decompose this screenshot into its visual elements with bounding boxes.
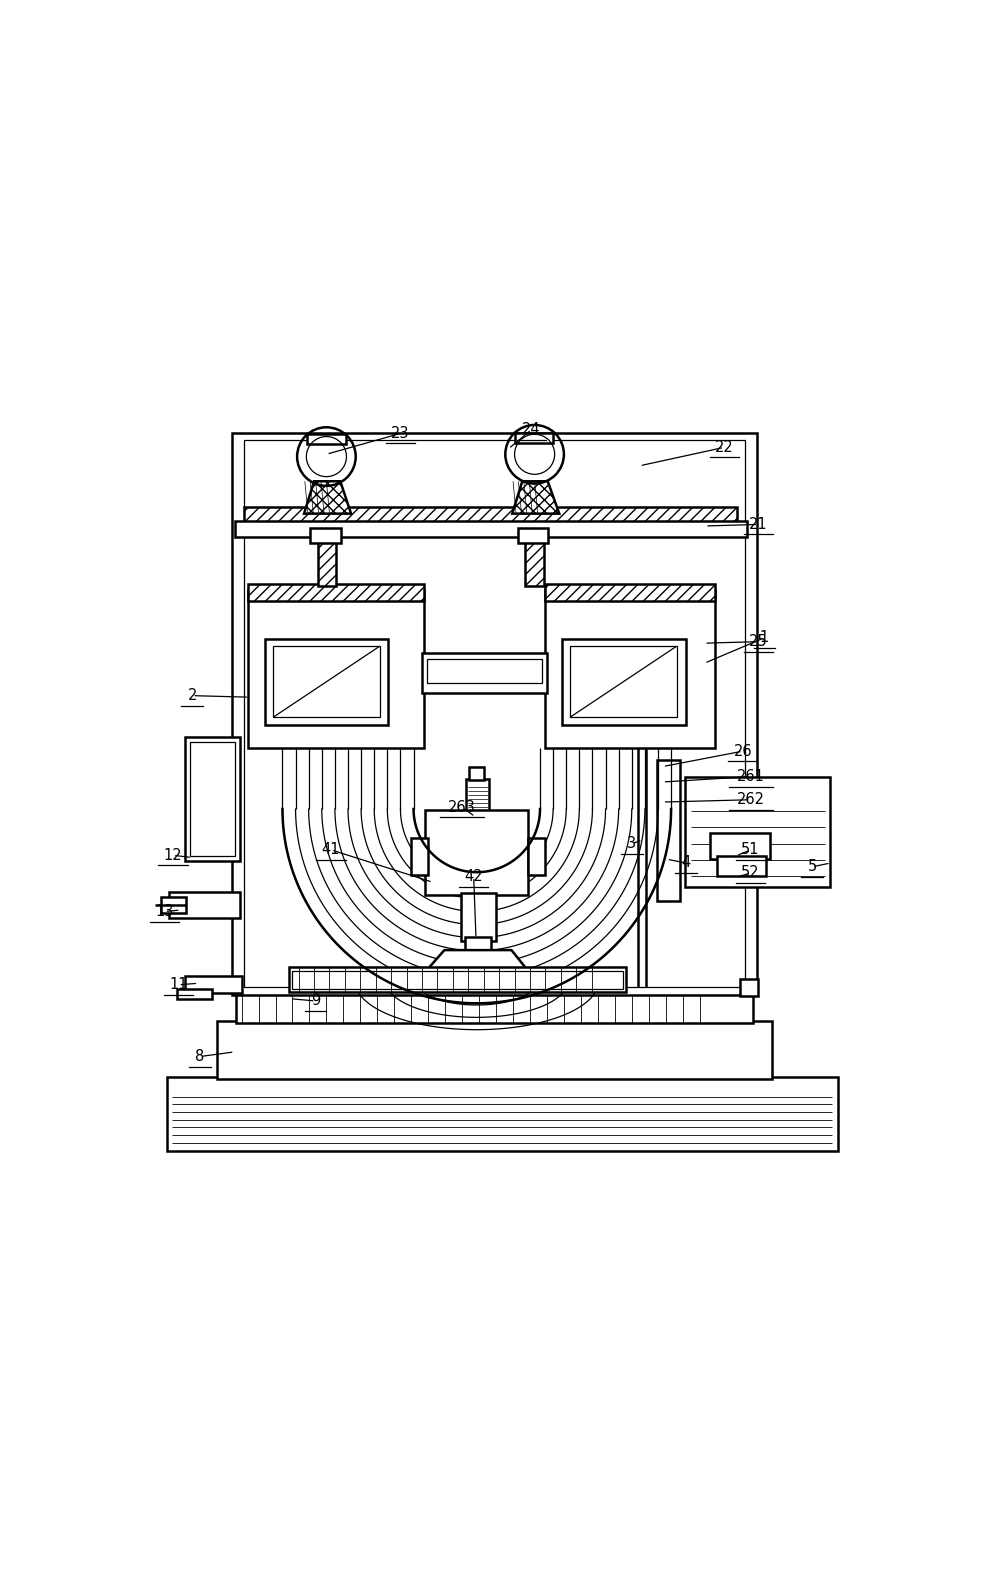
Bar xyxy=(468,766,484,780)
Bar xyxy=(248,589,423,749)
Polygon shape xyxy=(427,950,527,969)
Bar xyxy=(244,440,745,987)
Text: 5: 5 xyxy=(807,859,816,875)
Text: 13: 13 xyxy=(155,905,174,919)
Text: 8: 8 xyxy=(195,1050,205,1064)
Bar xyxy=(288,968,626,991)
Text: 1: 1 xyxy=(759,630,768,645)
Polygon shape xyxy=(512,481,559,514)
Text: 9: 9 xyxy=(311,993,320,1009)
Bar xyxy=(657,760,680,901)
Bar xyxy=(460,894,496,941)
Text: 26: 26 xyxy=(733,744,751,758)
Bar xyxy=(465,938,490,952)
Bar xyxy=(514,433,553,443)
Bar xyxy=(248,583,423,600)
Text: 3: 3 xyxy=(626,837,636,851)
Bar xyxy=(545,589,715,749)
Text: 23: 23 xyxy=(391,426,410,441)
Bar xyxy=(184,736,240,862)
Bar xyxy=(233,433,756,994)
Bar xyxy=(235,522,746,537)
Bar xyxy=(190,742,235,856)
Bar xyxy=(264,638,388,725)
Bar xyxy=(710,832,769,859)
Text: 12: 12 xyxy=(163,848,182,862)
Bar xyxy=(177,988,212,999)
Text: 25: 25 xyxy=(748,634,766,649)
Bar xyxy=(739,979,757,996)
Bar xyxy=(411,837,427,875)
Bar xyxy=(562,638,685,725)
Bar xyxy=(517,528,548,544)
Text: 24: 24 xyxy=(522,422,541,437)
Text: 22: 22 xyxy=(715,440,733,455)
Text: 261: 261 xyxy=(736,769,763,785)
Bar xyxy=(570,646,676,717)
Bar xyxy=(545,583,715,600)
Bar xyxy=(318,539,336,586)
Text: 51: 51 xyxy=(741,842,759,857)
Bar xyxy=(273,646,380,717)
Bar xyxy=(465,779,489,813)
Text: 42: 42 xyxy=(464,870,482,884)
Bar xyxy=(236,991,752,1023)
Text: 2: 2 xyxy=(187,689,197,703)
Bar xyxy=(184,976,242,993)
Bar xyxy=(310,528,341,544)
Bar xyxy=(527,837,544,875)
Bar xyxy=(307,435,345,444)
Text: 41: 41 xyxy=(321,842,340,857)
Text: 11: 11 xyxy=(169,977,188,993)
Bar xyxy=(161,897,186,913)
Text: 4: 4 xyxy=(681,856,690,870)
Bar xyxy=(169,892,240,917)
Bar xyxy=(421,652,547,693)
Bar xyxy=(244,507,737,530)
Bar xyxy=(217,1021,771,1080)
Text: 262: 262 xyxy=(736,793,763,807)
Text: 263: 263 xyxy=(448,801,475,815)
Text: 52: 52 xyxy=(741,865,759,881)
Bar xyxy=(292,971,622,990)
Bar xyxy=(426,659,542,684)
Bar xyxy=(167,1078,837,1150)
Bar xyxy=(716,856,765,876)
Text: 21: 21 xyxy=(748,517,766,533)
Polygon shape xyxy=(304,481,351,514)
Bar xyxy=(684,777,829,887)
Bar xyxy=(525,539,544,586)
Bar xyxy=(424,810,527,895)
